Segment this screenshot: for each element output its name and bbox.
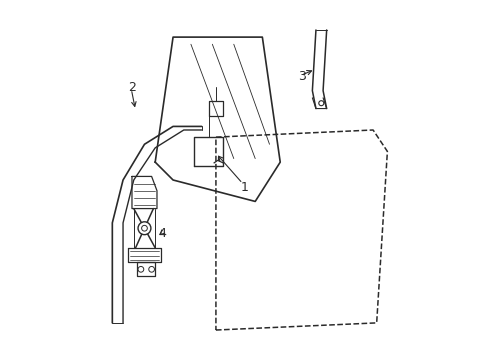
Circle shape <box>148 266 154 272</box>
Text: 3: 3 <box>297 70 305 83</box>
Circle shape <box>142 225 147 231</box>
Text: 2: 2 <box>128 81 136 94</box>
Circle shape <box>138 222 151 235</box>
Text: 4: 4 <box>158 227 166 240</box>
Text: 1: 1 <box>240 181 248 194</box>
Circle shape <box>138 266 143 272</box>
Circle shape <box>318 101 323 106</box>
